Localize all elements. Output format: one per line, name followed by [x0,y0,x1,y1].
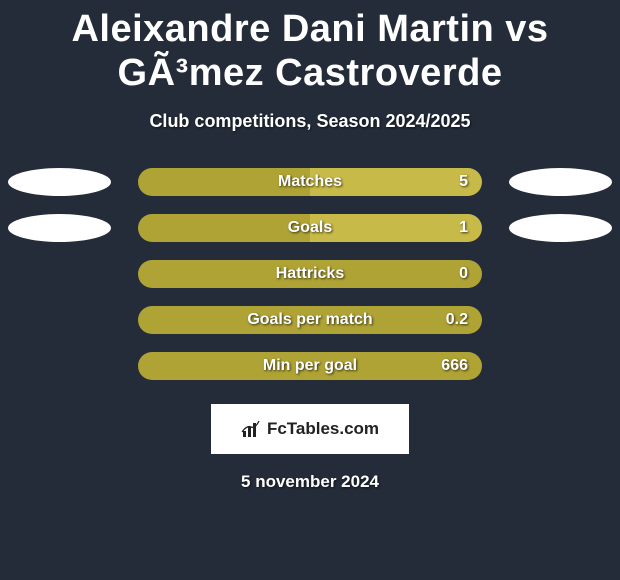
date-text: 5 november 2024 [0,472,620,492]
logo-box: FcTables.com [211,404,409,454]
right-ellipse [509,168,612,196]
stat-bar-left [138,168,310,196]
stat-bar-right [310,214,482,242]
stat-bar-left [138,306,482,334]
stat-bar-left [138,260,482,288]
stat-bar: Goals1 [138,214,482,242]
logo-text: FcTables.com [267,419,379,439]
bar-chart-icon [241,419,261,439]
stat-bar: Hattricks0 [138,260,482,288]
page-title: Aleixandre Dani Martin vs GÃ³mez Castrov… [0,0,620,95]
stat-bar: Matches5 [138,168,482,196]
subtitle: Club competitions, Season 2024/2025 [0,111,620,132]
stat-row: Matches5 [0,168,620,196]
stat-row: Min per goal666 [0,352,620,380]
stat-bar-left [138,214,310,242]
stat-row: Goals1 [0,214,620,242]
right-ellipse [509,214,612,242]
stat-row: Goals per match0.2 [0,306,620,334]
stat-bar-left [138,352,482,380]
stat-bar-right [310,168,482,196]
left-ellipse [8,214,111,242]
stat-row: Hattricks0 [0,260,620,288]
stat-bar: Min per goal666 [138,352,482,380]
left-ellipse [8,168,111,196]
stat-bar: Goals per match0.2 [138,306,482,334]
